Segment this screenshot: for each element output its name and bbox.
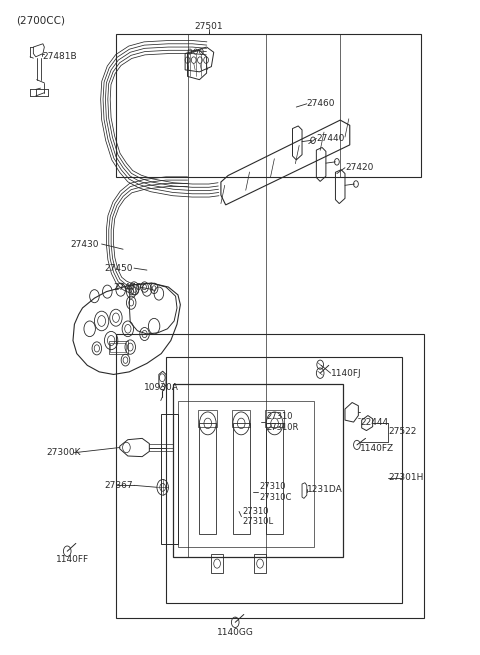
Bar (254, 554, 266, 573)
Bar (109, 341, 128, 354)
Text: 22444: 22444 (360, 418, 388, 426)
Text: 1140GG: 1140GG (217, 628, 253, 637)
Text: 27430: 27430 (71, 240, 99, 248)
Text: 27481B: 27481B (42, 52, 77, 61)
Text: 1231DA: 1231DA (307, 485, 343, 494)
Bar (161, 413, 178, 544)
Text: 27300K: 27300K (47, 448, 81, 457)
Text: 27420: 27420 (345, 163, 373, 172)
Bar (178, 401, 314, 548)
Text: (2700CC): (2700CC) (16, 16, 65, 26)
Text: 27460: 27460 (307, 100, 336, 108)
Text: 27501: 27501 (195, 22, 223, 31)
Text: 1140FF: 1140FF (56, 555, 89, 563)
Text: 27367: 27367 (104, 481, 132, 490)
Text: 10930A: 10930A (144, 383, 179, 392)
Bar (265, 410, 284, 426)
Bar (232, 410, 251, 426)
Text: 1140FJ: 1140FJ (331, 369, 361, 378)
Text: 27440: 27440 (316, 134, 345, 143)
Text: 27310
27310L: 27310 27310L (242, 507, 274, 527)
Text: 27310
27310R: 27310 27310R (266, 413, 299, 432)
Bar (233, 423, 250, 534)
Text: 27301H: 27301H (388, 473, 423, 482)
Text: 27450: 27450 (104, 264, 132, 272)
Bar (116, 34, 421, 178)
Bar (199, 410, 217, 426)
Text: 27310
27310C: 27310 27310C (259, 482, 291, 502)
Bar (110, 343, 126, 352)
Bar (173, 384, 343, 557)
Text: 27470: 27470 (114, 282, 142, 291)
Text: 1140FZ: 1140FZ (360, 443, 395, 453)
Bar (266, 423, 283, 534)
Bar (116, 334, 424, 618)
Text: 27522: 27522 (388, 427, 416, 436)
Bar (211, 554, 223, 573)
Bar (166, 357, 402, 603)
Bar (199, 423, 216, 534)
